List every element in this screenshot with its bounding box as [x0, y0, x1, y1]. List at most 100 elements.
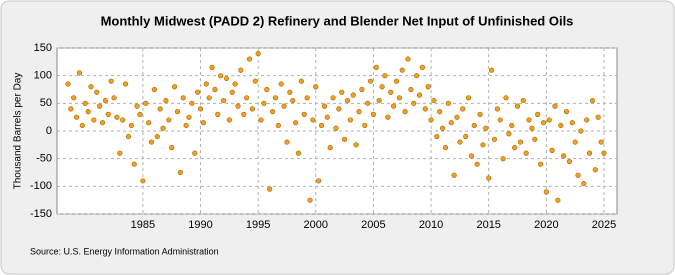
- data-point: [529, 125, 535, 131]
- data-point: [460, 106, 466, 112]
- data-point: [171, 84, 178, 90]
- data-point: [195, 89, 201, 95]
- data-point: [491, 136, 498, 142]
- data-point: [546, 117, 552, 123]
- data-point: [468, 153, 475, 159]
- data-point: [353, 142, 359, 148]
- data-point: [342, 136, 348, 142]
- data-point: [125, 133, 132, 140]
- plot-area: [56, 47, 618, 215]
- data-point: [244, 95, 250, 101]
- data-point: [437, 109, 443, 115]
- data-point: [457, 139, 463, 145]
- data-point: [442, 145, 449, 151]
- data-point: [552, 103, 558, 109]
- x-tick-label: 2010: [419, 219, 443, 231]
- data-point: [419, 64, 426, 70]
- x-tick-label: 1995: [246, 219, 270, 231]
- data-point: [448, 120, 454, 126]
- data-point: [102, 97, 109, 104]
- data-point: [543, 189, 549, 195]
- data-point: [166, 117, 172, 123]
- data-point: [393, 78, 400, 84]
- data-point: [241, 111, 247, 117]
- data-point: [549, 147, 555, 153]
- data-point: [73, 114, 80, 120]
- data-point: [471, 122, 477, 129]
- data-point: [71, 95, 77, 101]
- data-point: [333, 125, 339, 131]
- data-point: [344, 97, 351, 104]
- data-point: [174, 109, 181, 115]
- data-point: [362, 122, 368, 129]
- data-point: [390, 103, 397, 109]
- data-point: [451, 172, 457, 178]
- data-point: [157, 106, 163, 112]
- data-point: [506, 131, 512, 137]
- data-point: [293, 120, 299, 126]
- data-point: [581, 180, 587, 187]
- data-point: [532, 136, 538, 142]
- data-point: [463, 133, 469, 140]
- data-point: [235, 103, 241, 109]
- data-point: [537, 161, 544, 167]
- data-point: [169, 145, 175, 151]
- data-point: [105, 111, 111, 117]
- data-point: [160, 125, 166, 131]
- data-point: [128, 122, 134, 129]
- data-point: [177, 169, 183, 176]
- y-axis-label: Thousand Barrels per Day: [13, 73, 24, 190]
- data-point: [589, 97, 596, 104]
- data-point: [330, 95, 336, 101]
- data-point: [578, 128, 584, 134]
- data-point: [238, 67, 244, 73]
- data-point: [192, 150, 198, 156]
- data-point: [114, 114, 120, 120]
- data-point: [425, 84, 431, 90]
- data-point: [287, 89, 293, 95]
- data-point: [520, 97, 526, 104]
- data-point: [416, 92, 423, 98]
- data-point: [558, 122, 564, 129]
- data-point: [408, 86, 414, 93]
- data-point: [428, 117, 434, 123]
- data-point: [229, 89, 235, 95]
- data-point: [540, 120, 547, 126]
- data-point: [356, 109, 362, 115]
- data-point: [275, 122, 281, 129]
- data-point: [131, 161, 137, 167]
- data-point: [88, 84, 94, 90]
- data-point: [373, 64, 379, 70]
- data-point: [295, 150, 302, 156]
- data-point: [465, 95, 472, 101]
- data-point: [376, 97, 382, 104]
- data-point: [584, 117, 590, 123]
- data-point: [261, 100, 267, 106]
- data-point: [226, 117, 232, 123]
- source-note: Source: U.S. Energy Information Administ…: [30, 246, 219, 256]
- data-point: [503, 95, 509, 101]
- data-point: [535, 111, 541, 117]
- data-point: [278, 81, 284, 87]
- data-point: [586, 150, 593, 156]
- data-point: [284, 139, 290, 145]
- data-point: [215, 111, 221, 117]
- data-point: [365, 100, 371, 106]
- data-point: [97, 103, 103, 109]
- data-point: [422, 106, 428, 112]
- data-point: [339, 89, 345, 95]
- data-point: [154, 133, 160, 140]
- data-point: [500, 156, 506, 162]
- data-point: [264, 86, 270, 93]
- data-point: [388, 89, 394, 95]
- data-point: [336, 106, 342, 112]
- data-point: [148, 139, 155, 145]
- data-point: [200, 120, 206, 126]
- data-point: [431, 97, 437, 104]
- data-point: [514, 103, 521, 109]
- x-tick-label: 1990: [188, 219, 212, 231]
- data-point: [290, 97, 296, 104]
- y-tick-label: 150: [34, 42, 52, 54]
- y-tick-label: 50: [40, 97, 52, 109]
